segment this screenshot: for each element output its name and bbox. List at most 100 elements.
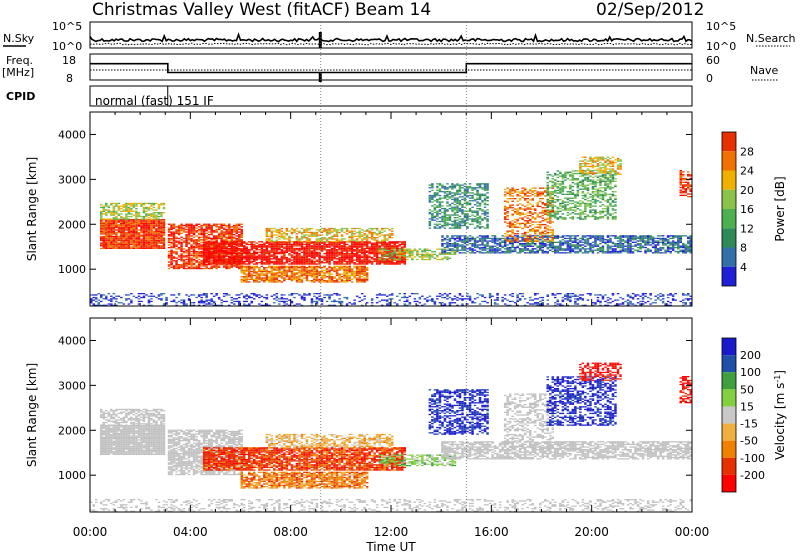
p-cell-7 — [481, 201, 484, 203]
p-cell-2 — [197, 256, 201, 258]
p-cell-5 — [295, 239, 299, 241]
p-cell-2 — [220, 240, 223, 242]
p-cell-7 — [431, 213, 434, 215]
p-cell-8 — [466, 236, 469, 238]
p-cell-7 — [433, 217, 437, 219]
p-cell-0 — [130, 241, 133, 243]
p-cell-7 — [458, 218, 462, 220]
p-cell-1 — [160, 215, 163, 218]
p-cell-3 — [258, 246, 261, 248]
p-cell-7 — [456, 219, 459, 221]
p-cell-0 — [132, 222, 136, 225]
p-cell-5 — [391, 237, 394, 239]
p-cell-2 — [185, 254, 188, 257]
p-cell-8 — [453, 235, 457, 237]
p-cell-5 — [373, 237, 376, 239]
p-cell-3 — [378, 246, 382, 248]
p-cell-4 — [318, 272, 321, 274]
p-cell-3 — [265, 251, 269, 253]
p-cell-2 — [197, 230, 201, 232]
p-cell-2 — [228, 250, 231, 253]
p-cell-8 — [539, 239, 542, 241]
p-cell-0 — [107, 226, 111, 229]
p-cell-7 — [463, 213, 467, 215]
p-cell-2 — [177, 228, 181, 231]
p-cell-3 — [401, 241, 404, 243]
p-cell-2 — [185, 239, 188, 241]
p-cell-4 — [240, 281, 244, 283]
p-cell-7 — [428, 223, 432, 225]
p-cell-2 — [195, 223, 198, 225]
p-cell-8 — [581, 235, 585, 237]
p-cell-8 — [559, 240, 562, 242]
p-cell-1 — [117, 213, 121, 215]
p-cell-3 — [383, 262, 387, 264]
p-cell-5 — [375, 227, 379, 230]
p-cell-8 — [446, 244, 449, 246]
p-cell-7 — [468, 215, 472, 217]
p-cell-2 — [233, 265, 236, 267]
p-cell-4 — [310, 269, 314, 271]
p-cell-2 — [180, 224, 183, 227]
p-cell-6 — [443, 256, 447, 258]
p-cell-3 — [323, 262, 326, 264]
p-cell-0 — [132, 243, 136, 246]
p-cell-8 — [511, 249, 514, 251]
p-cell-3 — [212, 241, 216, 243]
p-cell-3 — [265, 242, 269, 244]
p-cell-1 — [127, 209, 131, 211]
p-cell-5 — [391, 230, 394, 232]
p-cell-0 — [117, 242, 121, 244]
p-cell-5 — [280, 235, 284, 237]
p-cell-2 — [215, 226, 218, 228]
p-cell-4 — [358, 270, 361, 273]
p-cell-2 — [170, 235, 173, 237]
p-cell-2 — [230, 230, 234, 232]
p-cell-4 — [245, 268, 249, 270]
p-cell-7 — [446, 194, 449, 197]
p-cell-7 — [428, 197, 432, 199]
p-cell-3 — [358, 243, 361, 246]
p-cell-0 — [137, 235, 141, 238]
p-cell-5 — [325, 229, 329, 231]
p-cell-8 — [569, 237, 572, 240]
p-cell-0 — [132, 246, 136, 248]
p-cell-0 — [152, 237, 156, 239]
p-cell-5 — [375, 237, 379, 239]
p-cell-7 — [443, 224, 447, 227]
p-cell-6 — [406, 248, 409, 250]
p-cell-0 — [135, 237, 138, 239]
p-cell-0 — [147, 234, 151, 236]
p-cell-8 — [576, 246, 580, 249]
p-cell-0 — [102, 235, 106, 238]
p-cell-0 — [107, 232, 111, 234]
p-cell-2 — [220, 230, 223, 232]
p-cell-3 — [350, 245, 354, 247]
p-cell-7 — [443, 210, 447, 212]
p-cell-4 — [288, 277, 291, 279]
p-cell-2 — [190, 223, 193, 225]
p-cell-0 — [140, 226, 143, 229]
p-cell-5 — [350, 230, 354, 232]
p-cell-8 — [481, 246, 484, 249]
p-cell-0 — [112, 246, 116, 248]
p-cell-3 — [388, 255, 392, 257]
p-cell-2 — [180, 244, 183, 246]
p-cell-3 — [375, 242, 379, 244]
p-cell-3 — [217, 255, 221, 257]
p-cell-2 — [190, 228, 193, 231]
p-cell-8 — [463, 243, 467, 245]
p-cell-2 — [220, 234, 223, 236]
p-cell-3 — [212, 250, 216, 252]
p-cell-3 — [386, 253, 389, 255]
p-cell-7 — [438, 191, 442, 193]
p-cell-2 — [215, 224, 218, 227]
p-cell-8 — [571, 245, 575, 247]
p-cell-7 — [436, 193, 439, 195]
p-cell-5 — [300, 240, 304, 243]
p-cell-8 — [448, 245, 452, 247]
p-cell-8 — [491, 241, 494, 243]
p-cell-2 — [207, 228, 211, 231]
p-cell-3 — [202, 256, 206, 259]
p-cell-3 — [220, 260, 223, 263]
